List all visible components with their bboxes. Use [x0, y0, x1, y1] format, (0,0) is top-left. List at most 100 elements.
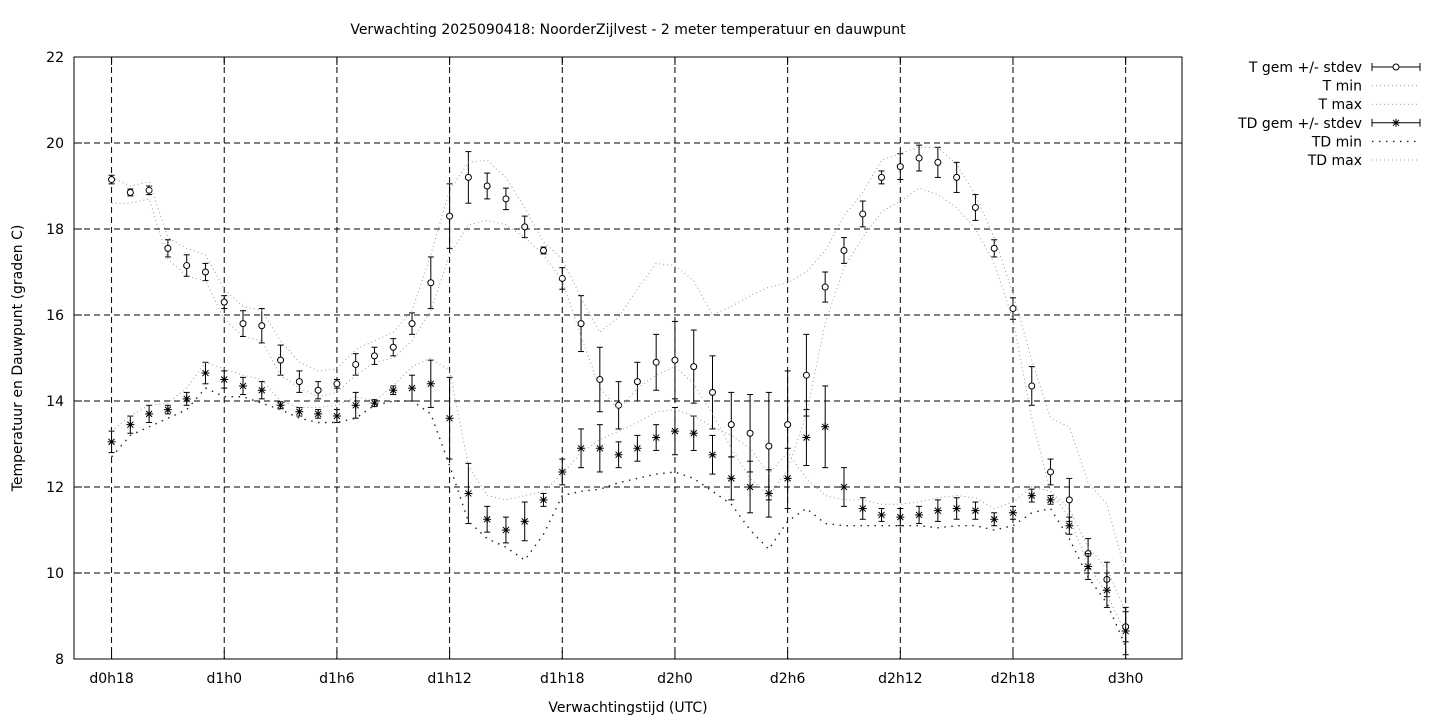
data-point — [427, 279, 435, 287]
data-point — [1121, 627, 1130, 636]
data-point — [145, 186, 153, 194]
legend-marker — [1392, 118, 1400, 127]
data-point — [1009, 305, 1017, 313]
data-point — [896, 513, 905, 522]
data-point — [858, 504, 867, 513]
data-point — [258, 322, 266, 330]
data-point — [915, 154, 923, 162]
data-point — [615, 401, 623, 409]
data-point — [990, 244, 998, 252]
legend-label: T gem +/- stdev — [1248, 60, 1362, 76]
y-tick-label: 8 — [55, 652, 64, 668]
data-point — [521, 223, 529, 231]
data-point — [314, 409, 323, 418]
data-point — [126, 420, 135, 429]
legend: T gem +/- stdev T min T max TD gem +/- stde… — [1237, 60, 1421, 169]
data-point — [839, 483, 848, 491]
x-tick-label: d2h12 — [878, 671, 922, 687]
series-1 — [111, 187, 1127, 634]
x-tick-label: d0h18 — [89, 671, 133, 687]
data-point — [953, 173, 961, 181]
plot-frame — [73, 56, 1183, 660]
data-point — [370, 399, 379, 408]
y-axis-ticks: 8 10 12 14 16 18 20 22 — [46, 50, 1182, 668]
data-point — [220, 298, 228, 306]
x-tick-label: d2h6 — [770, 671, 806, 687]
data-point — [145, 409, 154, 418]
data-point — [201, 268, 209, 276]
data-point — [596, 376, 604, 383]
data-point — [1065, 496, 1073, 504]
data-point — [408, 320, 416, 328]
y-tick-label: 10 — [46, 566, 64, 582]
legend-label: TD min — [1311, 134, 1362, 150]
legend-label: T min — [1322, 79, 1362, 95]
data-point — [502, 195, 510, 203]
y-tick-label: 16 — [46, 308, 64, 324]
data-point — [859, 210, 867, 218]
data-point — [314, 386, 322, 394]
data-point — [1047, 468, 1055, 476]
x-tick-label: d1h6 — [319, 671, 355, 687]
data-point — [370, 352, 378, 360]
data-point — [896, 163, 904, 171]
data-point — [633, 378, 641, 386]
data-point — [1084, 562, 1093, 571]
x-axis-ticks: d0h18 d1h0 d1h6 d1h12 d1h18 d2h0 d2h6 d2h12 d2h1… — [89, 57, 1143, 687]
data-point — [351, 401, 360, 410]
x-tick-label: d2h18 — [991, 671, 1035, 687]
data-point — [990, 515, 999, 524]
data-point — [164, 244, 172, 252]
data-point — [821, 422, 830, 431]
data-point — [802, 433, 811, 442]
data-point — [558, 274, 566, 282]
data-point — [332, 412, 341, 421]
data-point — [933, 506, 942, 515]
legend-label: T max — [1317, 97, 1362, 113]
y-tick-label: 18 — [46, 222, 64, 238]
x-tick-label: d1h0 — [206, 671, 242, 687]
data-point — [784, 421, 792, 429]
data-point — [783, 474, 792, 483]
data-point — [690, 363, 698, 371]
data-point — [577, 444, 586, 453]
data-point — [295, 378, 303, 386]
data-point — [464, 489, 473, 498]
data-point — [1027, 491, 1036, 500]
y-tick-label: 12 — [46, 480, 64, 496]
data-point — [277, 356, 285, 364]
data-point — [276, 401, 285, 410]
data-point — [840, 247, 848, 254]
data-point — [1065, 521, 1074, 530]
data-point — [652, 358, 660, 366]
data-point — [220, 375, 229, 384]
data-point — [352, 360, 360, 368]
data-point — [446, 212, 454, 220]
series-layer — [107, 144, 1130, 656]
data-point — [802, 371, 810, 379]
data-point — [126, 188, 134, 196]
data-point — [746, 483, 755, 491]
y-axis-label: Temperatuur en Dauwpunt (graden C) — [10, 225, 26, 493]
series-5 — [111, 357, 1127, 612]
grid-lines — [74, 57, 1182, 659]
x-tick-label: d2h0 — [657, 671, 693, 687]
data-point — [239, 320, 247, 328]
data-point — [671, 356, 679, 364]
series-line — [111, 357, 1127, 612]
data-point — [709, 388, 717, 396]
series-line — [111, 187, 1127, 634]
data-point — [182, 394, 191, 403]
data-point — [539, 247, 547, 254]
data-point — [445, 414, 454, 423]
data-point — [952, 504, 961, 513]
data-point — [877, 510, 886, 519]
data-point — [426, 379, 435, 388]
data-point — [1102, 586, 1111, 595]
data-point — [163, 405, 172, 414]
data-point — [558, 467, 567, 476]
data-point — [1028, 382, 1036, 390]
data-point — [633, 444, 642, 453]
data-point — [539, 495, 548, 504]
data-point — [971, 204, 979, 211]
